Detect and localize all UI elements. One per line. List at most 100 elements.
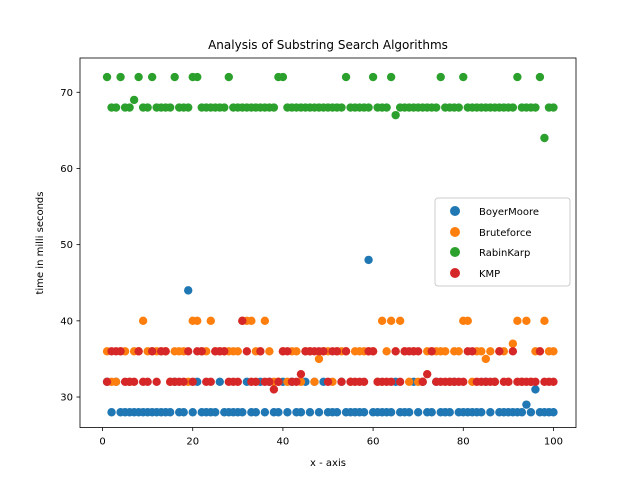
rabinkarp-point xyxy=(147,72,157,82)
kmp-point xyxy=(495,347,504,356)
kmp-point xyxy=(337,377,346,386)
kmp-point xyxy=(296,369,306,379)
bruteforce-point xyxy=(314,354,324,364)
kmp-point xyxy=(102,377,112,386)
legend-marker-kmp xyxy=(450,268,460,278)
boyermoore-point xyxy=(283,408,292,417)
boyermoore-point xyxy=(364,255,373,265)
boyermoore-point xyxy=(184,286,193,295)
boyermoore-point xyxy=(386,408,396,417)
boyermoore-point xyxy=(211,408,220,417)
kmp-point xyxy=(413,347,423,356)
legend-marker-rabinkarp xyxy=(450,247,460,257)
boyermoore-point xyxy=(296,408,306,417)
rabinkarp-point xyxy=(540,133,549,143)
kmp-point xyxy=(504,377,513,386)
rabinkarp-point xyxy=(193,72,202,82)
kmp-point xyxy=(251,377,261,386)
kmp-point xyxy=(256,347,265,356)
boyermoore-point xyxy=(165,408,175,417)
chart-title: Analysis of Substring Search Algorithms xyxy=(208,38,448,52)
boyermoore-point xyxy=(107,408,116,417)
legend-box xyxy=(434,197,571,287)
boyermoore-point xyxy=(215,377,224,386)
kmp-point xyxy=(368,347,378,356)
x-tick-label: 80 xyxy=(457,437,470,448)
bruteforce-point xyxy=(233,347,243,356)
kmp-point xyxy=(152,377,161,386)
kmp-point xyxy=(395,377,405,386)
boyermoore-point xyxy=(188,408,197,417)
rabinkarp-point xyxy=(368,72,378,82)
bruteforce-point xyxy=(265,347,274,356)
kmp-point xyxy=(147,347,157,356)
kmp-point xyxy=(391,347,400,356)
boyermoore-point xyxy=(445,408,454,417)
legend-label-kmp: KMP xyxy=(479,269,500,280)
kmp-point xyxy=(265,377,274,386)
legend-label-rabinkarp: RabinKarp xyxy=(479,248,530,259)
kmp-point xyxy=(341,347,351,356)
y-axis-label: time in milli seconds xyxy=(35,192,46,295)
boyermoore-point xyxy=(179,408,188,417)
bruteforce-point xyxy=(477,347,486,356)
rabinkarp-point xyxy=(382,103,391,112)
bruteforce-point xyxy=(111,377,121,386)
kmp-point xyxy=(323,377,333,386)
kmp-point xyxy=(468,347,477,356)
bruteforce-point xyxy=(404,377,414,386)
bruteforce-point xyxy=(386,316,396,326)
rabinkarp-point xyxy=(134,72,143,82)
bruteforce-point xyxy=(486,347,495,356)
y-tick-label: 70 xyxy=(60,88,73,99)
rabinkarp-point xyxy=(341,72,351,82)
y-axis-ticks: 30 40 50 60 70 xyxy=(60,88,80,404)
boyermoore-point xyxy=(359,408,369,417)
rabinkarp-point xyxy=(531,103,540,112)
kmp-point xyxy=(508,347,518,356)
bruteforce-point xyxy=(454,347,463,356)
bruteforce-point xyxy=(310,377,319,386)
bruteforce-point xyxy=(292,347,301,356)
rabinkarp-point xyxy=(337,103,346,112)
bruteforce-point xyxy=(382,347,391,356)
rabinkarp-point xyxy=(459,72,468,82)
rabinkarp-point xyxy=(224,72,233,82)
bruteforce-point xyxy=(377,316,387,326)
rabinkarp-point xyxy=(391,110,400,120)
kmp-point xyxy=(184,347,193,356)
rabinkarp-point xyxy=(508,103,518,112)
kmp-point xyxy=(129,377,139,386)
bruteforce-point xyxy=(522,316,531,326)
kmp-point xyxy=(274,377,283,386)
boyermoore-point xyxy=(531,385,540,394)
kmp-point xyxy=(292,377,301,386)
bruteforce-point xyxy=(247,316,256,326)
kmp-point xyxy=(206,377,215,386)
rabinkarp-point xyxy=(269,103,279,112)
kmp-point xyxy=(490,377,500,386)
boyermoore-point xyxy=(522,400,531,409)
rabinkarp-point xyxy=(184,103,193,112)
kmp-point xyxy=(116,347,125,356)
kmp-point xyxy=(423,369,432,379)
kmp-point xyxy=(418,377,427,386)
kmp-point xyxy=(188,377,197,386)
legend-label-boyermoore: BoyerMoore xyxy=(479,207,539,218)
bruteforce-point xyxy=(206,316,215,326)
points-layer xyxy=(102,72,558,417)
boyermoore-point xyxy=(238,408,247,417)
boyermoore-point xyxy=(526,408,536,417)
rabinkarp-point xyxy=(220,103,229,112)
rabinkarp-point xyxy=(454,103,463,112)
rabinkarp-point xyxy=(386,72,396,82)
rabinkarp-point xyxy=(116,72,125,82)
kmp-point xyxy=(359,377,369,386)
kmp-point xyxy=(427,347,436,356)
rabinkarp-point xyxy=(170,72,179,82)
boyermoore-point xyxy=(260,408,270,417)
rabinkarp-point xyxy=(111,103,121,112)
x-tick-label: 40 xyxy=(277,437,290,448)
legend-marker-boyermoore xyxy=(450,206,460,216)
